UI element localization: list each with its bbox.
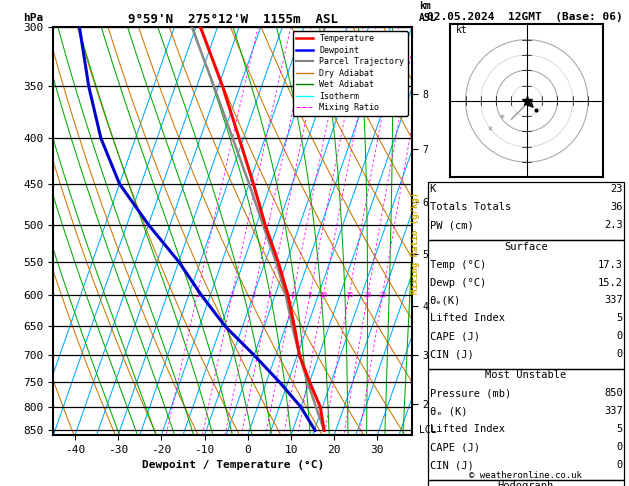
Text: 6: 6: [291, 293, 295, 298]
Text: Mixing Ratio (g/kg): Mixing Ratio (g/kg): [411, 192, 420, 294]
Text: © weatheronline.co.uk: © weatheronline.co.uk: [469, 471, 582, 480]
Text: 3: 3: [252, 293, 256, 298]
Text: Lifted Index: Lifted Index: [430, 424, 504, 434]
Text: θₑ(K): θₑ(K): [430, 295, 461, 306]
Text: θₑ (K): θₑ (K): [430, 406, 467, 417]
Text: 15: 15: [345, 293, 353, 298]
Text: 0: 0: [616, 331, 623, 342]
Text: 337: 337: [604, 406, 623, 417]
Text: 23: 23: [610, 184, 623, 194]
Text: 25: 25: [378, 293, 387, 298]
Text: 5: 5: [616, 313, 623, 324]
Text: km
ASL: km ASL: [419, 1, 437, 23]
Text: Dewp (°C): Dewp (°C): [430, 278, 486, 288]
Text: Hodograph: Hodograph: [498, 481, 554, 486]
Text: 1: 1: [195, 293, 199, 298]
Text: Surface: Surface: [504, 242, 548, 252]
Text: 2.3: 2.3: [604, 220, 623, 230]
Text: kt: kt: [457, 25, 468, 35]
Text: 0: 0: [616, 349, 623, 360]
Text: 8: 8: [308, 293, 312, 298]
Text: CAPE (J): CAPE (J): [430, 442, 479, 452]
Text: Most Unstable: Most Unstable: [485, 370, 567, 381]
Text: CIN (J): CIN (J): [430, 349, 474, 360]
Text: 4: 4: [267, 293, 272, 298]
Text: 17.3: 17.3: [598, 260, 623, 270]
Text: 02.05.2024  12GMT  (Base: 06): 02.05.2024 12GMT (Base: 06): [427, 12, 623, 22]
X-axis label: Dewpoint / Temperature (°C): Dewpoint / Temperature (°C): [142, 460, 324, 470]
Text: 2: 2: [230, 293, 234, 298]
Text: PW (cm): PW (cm): [430, 220, 474, 230]
Text: CAPE (J): CAPE (J): [430, 331, 479, 342]
Text: 0: 0: [616, 442, 623, 452]
Legend: Temperature, Dewpoint, Parcel Trajectory, Dry Adiabat, Wet Adiabat, Isotherm, Mi: Temperature, Dewpoint, Parcel Trajectory…: [293, 31, 408, 116]
Text: CIN (J): CIN (J): [430, 460, 474, 470]
Text: Totals Totals: Totals Totals: [430, 202, 511, 212]
Text: LCL: LCL: [419, 425, 437, 435]
Text: 15.2: 15.2: [598, 278, 623, 288]
Text: 20: 20: [364, 293, 372, 298]
Text: K: K: [430, 184, 436, 194]
Text: Temp (°C): Temp (°C): [430, 260, 486, 270]
Text: Pressure (mb): Pressure (mb): [430, 388, 511, 399]
Text: 10: 10: [319, 293, 328, 298]
Text: *: *: [487, 126, 493, 137]
Text: Lifted Index: Lifted Index: [430, 313, 504, 324]
Text: 0: 0: [616, 460, 623, 470]
Text: 36: 36: [610, 202, 623, 212]
Text: 850: 850: [604, 388, 623, 399]
Text: *: *: [500, 114, 504, 124]
Text: 337: 337: [604, 295, 623, 306]
Title: 9°59'N  275°12'W  1155m  ASL: 9°59'N 275°12'W 1155m ASL: [128, 13, 338, 26]
Text: 5: 5: [616, 424, 623, 434]
Text: hPa: hPa: [23, 13, 43, 23]
